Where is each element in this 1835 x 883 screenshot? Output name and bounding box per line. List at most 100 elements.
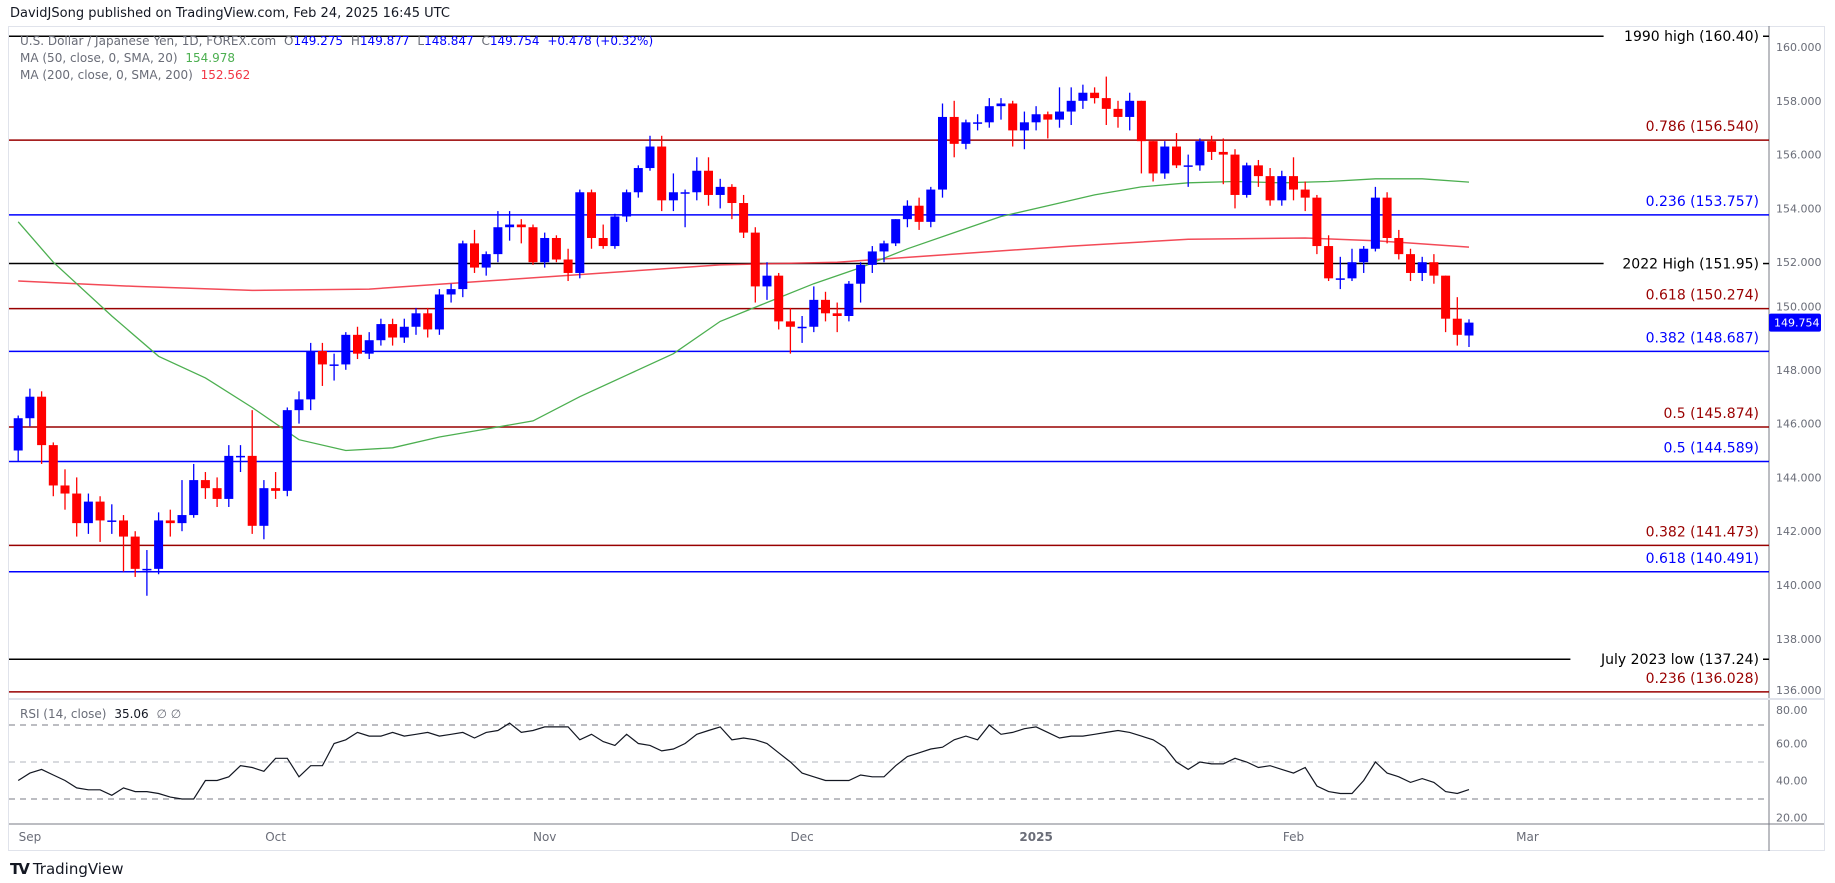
- candle: [130, 531, 140, 577]
- candle-body: [704, 170, 713, 195]
- candle: [48, 442, 58, 497]
- candle: [95, 496, 105, 542]
- candle-body: [1090, 92, 1100, 99]
- candle: [856, 262, 866, 303]
- price-tick-label: 136.000: [1776, 684, 1822, 697]
- candle-body: [1136, 100, 1146, 142]
- level-label: 1990 high (160.40): [1624, 29, 1759, 45]
- candle-body: [376, 324, 386, 341]
- candle: [200, 472, 210, 499]
- candle: [1218, 138, 1228, 185]
- candle-body: [353, 334, 362, 354]
- candle: [1394, 229, 1404, 260]
- candle-body: [938, 116, 947, 190]
- tradingview-logo[interactable]: TV TradingView: [10, 860, 123, 878]
- candle-body: [294, 399, 304, 411]
- ma200-legend[interactable]: MA (200, close, 0, SMA, 200) 152.562: [20, 68, 250, 82]
- time-tick-label: Oct: [265, 830, 286, 844]
- candle: [294, 391, 304, 424]
- candle: [1195, 138, 1205, 171]
- candle-body: [37, 396, 47, 446]
- candle-body: [107, 520, 117, 522]
- candle-body: [247, 455, 257, 526]
- candle: [1429, 254, 1439, 284]
- candle-body: [1359, 248, 1369, 263]
- candle: [1008, 100, 1018, 147]
- candle: [610, 213, 620, 249]
- candle-body: [1148, 141, 1158, 174]
- candle: [446, 283, 456, 303]
- tradingview-logo-icon: TV: [10, 860, 30, 878]
- candle: [282, 407, 292, 497]
- low-value: 148.847: [424, 34, 474, 48]
- candle-body: [832, 313, 842, 316]
- candle-body: [879, 243, 889, 252]
- fib-level-label: 0.618 (150.274): [1646, 288, 1759, 304]
- candle: [83, 493, 93, 534]
- candle: [657, 135, 667, 212]
- candle: [1242, 162, 1252, 198]
- candle: [1335, 256, 1345, 290]
- candle: [142, 550, 152, 596]
- candle: [177, 480, 187, 532]
- candle-body: [692, 170, 702, 193]
- candle: [809, 286, 819, 333]
- fib-level-label: 0.618 (140.491): [1646, 551, 1759, 567]
- candle: [271, 472, 281, 499]
- candle-body: [551, 237, 561, 260]
- candle-body: [1031, 114, 1041, 123]
- candle-body: [633, 168, 643, 193]
- candle-body: [95, 501, 105, 521]
- candle-body: [1289, 176, 1298, 190]
- ma50-label: MA (50, close, 0, SMA, 20): [20, 51, 178, 65]
- candle: [107, 504, 117, 534]
- candle: [1148, 141, 1158, 182]
- price-tick-label: 158.000: [1776, 95, 1822, 108]
- candle-body: [1183, 165, 1193, 167]
- fib-level-label: 0.382 (141.473): [1646, 524, 1759, 540]
- candle: [973, 114, 983, 131]
- candle: [984, 98, 994, 128]
- candle: [1464, 319, 1474, 348]
- level-label: July 2023 low (137.24): [1600, 652, 1759, 668]
- candle-body: [1335, 278, 1345, 280]
- candle: [949, 100, 959, 158]
- candle: [481, 251, 491, 276]
- fib-level-label: 0.382 (148.687): [1646, 330, 1759, 346]
- candle-body: [622, 192, 632, 217]
- candle: [551, 235, 561, 263]
- candle-body: [1113, 108, 1123, 117]
- rsi-tick-label: 20.00: [1776, 812, 1808, 825]
- candle-body: [446, 289, 456, 295]
- candle-body: [13, 418, 23, 451]
- candle-body: [25, 396, 35, 419]
- candle-body: [540, 237, 550, 263]
- candle-body: [1406, 254, 1415, 273]
- candle: [891, 219, 901, 247]
- rsi-legend[interactable]: RSI (14, close) 35.06 ∅ ∅: [20, 707, 181, 721]
- candle-body: [821, 299, 830, 314]
- candle-body: [715, 186, 725, 195]
- candle: [1031, 106, 1041, 131]
- candle: [470, 229, 479, 273]
- candle-body: [750, 232, 760, 287]
- price-tick-label: 144.000: [1776, 471, 1822, 484]
- candle: [622, 189, 632, 222]
- candle-body: [774, 275, 784, 322]
- candle-body: [364, 340, 374, 354]
- ma50-legend[interactable]: MA (50, close, 0, SMA, 20) 154.978: [20, 51, 235, 65]
- open-value: 149.275: [293, 34, 344, 48]
- time-tick-label: Sep: [19, 830, 42, 844]
- candle: [60, 469, 70, 510]
- candle-body: [1101, 98, 1111, 109]
- candle-body: [867, 251, 877, 265]
- candle-body: [856, 264, 866, 284]
- candle-body: [1441, 275, 1451, 319]
- candle: [879, 240, 889, 263]
- candle: [1312, 194, 1322, 255]
- candle-body: [470, 243, 479, 268]
- candle: [236, 445, 245, 473]
- candle-body: [1265, 176, 1275, 201]
- candle-body: [1417, 262, 1427, 273]
